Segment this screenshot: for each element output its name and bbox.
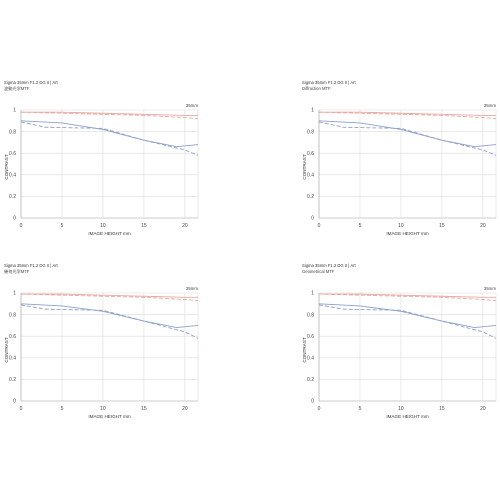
series-line-meridional-blue — [318, 121, 497, 156]
focal-length-label: 35mm — [186, 286, 199, 291]
panel-subtitle: Diffraction MTF — [302, 86, 331, 91]
x-tick-label: 20 — [182, 406, 188, 412]
y-tick-label: 0.6 — [9, 151, 16, 157]
mtf-panel-diffraction: Sigma 35mm F1.2 DG II | Art Diffraction … — [302, 80, 500, 250]
series-line-sagittal-blue — [20, 120, 199, 148]
series-line-meridional-red — [20, 111, 199, 120]
x-tick-label: 10 — [398, 223, 404, 229]
series-line-sagittal-red — [319, 111, 496, 116]
x-tick-label: 20 — [480, 223, 486, 229]
series-line-meridional-blue — [20, 304, 199, 339]
series-line-sagittal-blue — [20, 303, 199, 329]
y-axis-label: CONTRAST — [302, 154, 307, 179]
y-tick-label: 0.2 — [307, 377, 314, 383]
y-tick-label: 0.2 — [9, 377, 16, 383]
y-tick-label: 0.4 — [307, 173, 314, 179]
panel-title: Sigma 35mm F1.2 DG II | Art — [302, 263, 356, 268]
y-tick-label: 0.2 — [9, 194, 16, 200]
panel-subtitle: 幾何光学MTF — [4, 269, 30, 274]
series-line-meridional-red — [318, 293, 497, 302]
panel-title: Sigma 35mm F1.2 DG II | Art — [4, 263, 58, 268]
x-tick-label: 10 — [398, 406, 404, 412]
y-tick-label: 1 — [13, 108, 16, 114]
series-line-sagittal-blue — [318, 120, 497, 148]
x-tick-label: 15 — [141, 223, 147, 229]
mtf-panel-geometrical: Sigma 35mm F1.2 DG II | Art Geometrical … — [302, 263, 500, 433]
x-tick-label: 20 — [182, 223, 188, 229]
mtf-panel-wave-optics: Sigma 35mm F1.2 DG II | Art 波動光学MTF 0 0.2… — [4, 80, 244, 250]
x-tick-label: 15 — [141, 406, 147, 412]
y-tick-label: 0.6 — [307, 334, 314, 340]
x-tick-label: 15 — [439, 223, 445, 229]
x-tick-label: 5 — [61, 406, 64, 412]
x-axis-label: IMAGE HEIGHT mm — [88, 414, 130, 419]
panel-title: Sigma 35mm F1.2 DG II | Art — [302, 80, 356, 85]
x-tick-label: 5 — [359, 406, 362, 412]
series-line-meridional-red — [318, 111, 497, 120]
panel-title: Sigma 35mm F1.2 DG II | Art — [4, 80, 58, 85]
x-tick-label: 15 — [439, 406, 445, 412]
y-tick-label: 0.8 — [307, 129, 314, 135]
x-tick-label: 5 — [61, 223, 64, 229]
x-axis-label: IMAGE HEIGHT mm — [386, 414, 428, 419]
y-tick-label: 0.4 — [307, 356, 314, 362]
series-line-sagittal-red — [21, 111, 198, 116]
x-tick-label: 0 — [318, 223, 321, 229]
x-axis-label: IMAGE HEIGHT mm — [88, 231, 130, 236]
y-axis-label: CONTRAST — [4, 154, 9, 179]
series-line-meridional-red — [20, 293, 199, 302]
series-line-meridional-blue — [20, 121, 199, 156]
y-tick-label: 0.2 — [307, 194, 314, 200]
y-tick-label: 0.8 — [9, 312, 16, 318]
y-tick-label: 0.8 — [307, 312, 314, 318]
panel-subtitle: Geometrical MTF — [302, 269, 335, 274]
y-tick-label: 1 — [311, 108, 314, 114]
x-tick-label: 10 — [100, 223, 106, 229]
focal-length-label: 35mm — [484, 103, 497, 108]
series-line-sagittal-red — [21, 293, 198, 298]
x-tick-label: 5 — [359, 223, 362, 229]
y-tick-label: 0.6 — [9, 334, 16, 340]
x-tick-label: 0 — [318, 406, 321, 412]
y-tick-label: 0 — [13, 216, 16, 222]
mtf-panel-geometric-optics: Sigma 35mm F1.2 DG II | Art 幾何光学MTF 0 0.2… — [4, 263, 244, 433]
x-tick-label: 20 — [480, 406, 486, 412]
y-tick-label: 1 — [311, 291, 314, 297]
y-tick-label: 0 — [311, 216, 314, 222]
x-tick-label: 0 — [20, 223, 23, 229]
y-tick-label: 0.4 — [9, 173, 16, 179]
series-line-sagittal-red — [319, 293, 496, 298]
y-tick-label: 1 — [13, 291, 16, 297]
y-axis-label: CONTRAST — [302, 337, 307, 362]
y-tick-label: 0.4 — [9, 356, 16, 362]
x-tick-label: 10 — [100, 406, 106, 412]
y-tick-label: 0.8 — [9, 129, 16, 135]
series-line-meridional-blue — [318, 304, 497, 339]
panel-subtitle: 波動光学MTF — [4, 86, 30, 91]
y-tick-label: 0 — [311, 399, 314, 405]
y-axis-label: CONTRAST — [4, 337, 9, 362]
focal-length-label: 35mm — [186, 103, 199, 108]
x-tick-label: 0 — [20, 406, 23, 412]
focal-length-label: 35mm — [484, 286, 497, 291]
y-tick-label: 0 — [13, 399, 16, 405]
series-line-sagittal-blue — [318, 303, 497, 329]
x-axis-label: IMAGE HEIGHT mm — [386, 231, 428, 236]
y-tick-label: 0.6 — [307, 151, 314, 157]
